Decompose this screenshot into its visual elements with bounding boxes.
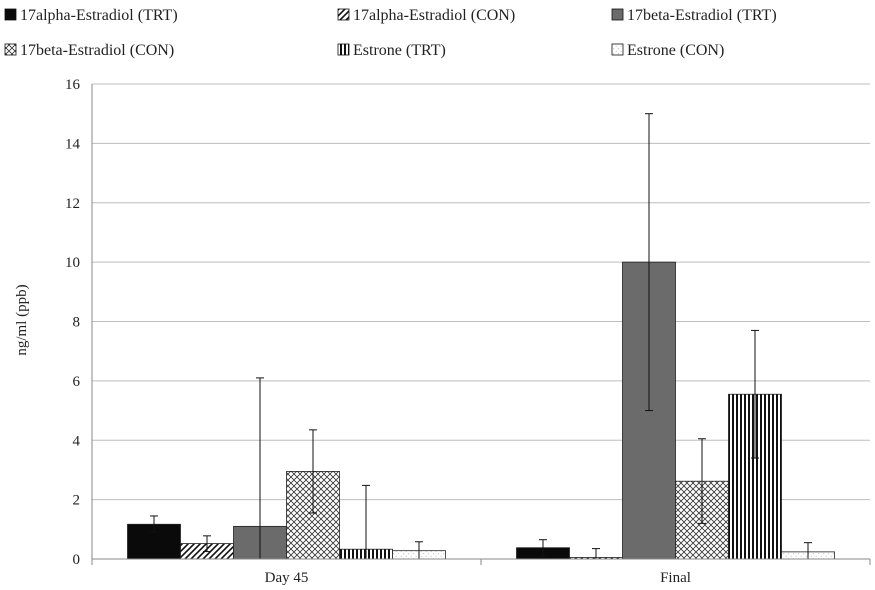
y-axis-label: ng/ml (ppb) — [14, 284, 30, 355]
y-tick-label: 12 — [65, 196, 80, 212]
x-tick-label: Final — [660, 570, 691, 586]
legend: 17alpha-Estradiol (TRT) 17alpha-Estradiol… — [4, 7, 777, 59]
legend-label: 17alpha-Estradiol (CON) — [353, 7, 515, 24]
legend-swatch — [4, 43, 17, 56]
y-tick-label: 4 — [73, 433, 81, 449]
y-tick-label: 10 — [65, 255, 80, 271]
x-tick-label: Day 45 — [265, 570, 309, 586]
legend-label: Estrone (CON) — [627, 42, 724, 59]
legend-label: 17beta-Estradiol (CON) — [20, 42, 174, 59]
legend-label: 17alpha-Estradiol (TRT) — [20, 7, 178, 24]
legend-swatch — [611, 8, 624, 21]
legend-swatch — [337, 43, 350, 56]
x-axis-labels: Day 45 Final — [265, 570, 691, 586]
bars — [127, 113, 835, 560]
y-tick-label: 0 — [73, 552, 81, 568]
legend-swatch — [611, 43, 624, 56]
y-tick-label: 8 — [73, 315, 81, 331]
legend-label: 17beta-Estradiol (TRT) — [627, 7, 777, 24]
legend-swatch — [337, 8, 350, 21]
y-tick-label: 2 — [73, 493, 81, 509]
gridlines — [92, 83, 870, 501]
y-tick-label: 14 — [65, 136, 81, 152]
y-tick-label: 6 — [73, 374, 81, 390]
y-tick-label: 16 — [65, 77, 81, 93]
legend-swatch — [4, 8, 17, 21]
y-axis-ticks: 0 2 4 6 8 10 12 14 16 — [65, 77, 81, 568]
legend-label: Estrone (TRT) — [353, 42, 446, 59]
axes — [91, 84, 871, 565]
